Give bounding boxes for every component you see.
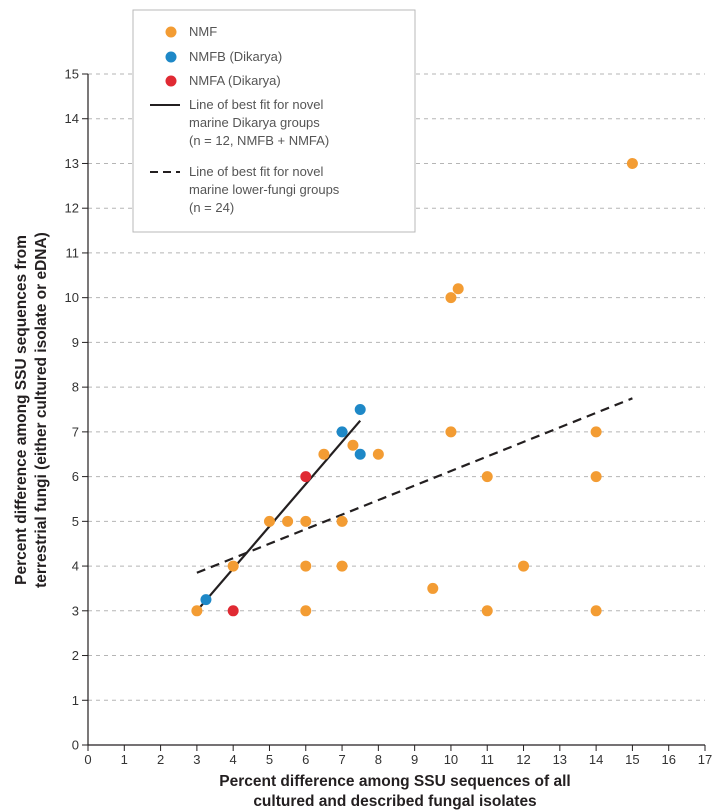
y-tick-label: 5	[72, 514, 79, 529]
point-nmf	[445, 426, 457, 438]
point-nmf	[263, 515, 275, 527]
x-tick-label: 7	[338, 752, 345, 767]
point-nmf	[300, 560, 312, 572]
x-tick-label: 10	[444, 752, 458, 767]
point-nmf	[590, 426, 602, 438]
point-nmf	[336, 515, 348, 527]
x-tick-label: 5	[266, 752, 273, 767]
x-tick-label: 6	[302, 752, 309, 767]
point-nmf	[300, 515, 312, 527]
legend-swatch-nmfa	[165, 75, 177, 87]
x-tick-label: 2	[157, 752, 164, 767]
y-tick-label: 9	[72, 335, 79, 350]
x-tick-label: 16	[661, 752, 675, 767]
y-tick-label: 4	[72, 559, 79, 574]
legend-box	[132, 9, 416, 233]
y-tick-label: 1	[72, 693, 79, 708]
point-nmf	[590, 605, 602, 617]
point-nmfb	[336, 426, 348, 438]
y-tick-label: 3	[72, 603, 79, 618]
x-tick-label: 14	[589, 752, 603, 767]
y-tick-label: 13	[65, 156, 79, 171]
point-nmf	[227, 560, 239, 572]
legend-label-lowerfungi-fit-3: (n = 24)	[189, 200, 234, 215]
point-nmf	[518, 560, 530, 572]
point-nmf	[318, 448, 330, 460]
legend-label-lowerfungi-fit-1: Line of best fit for novel	[189, 164, 324, 179]
point-nmf	[300, 605, 312, 617]
x-tick-label: 17	[698, 752, 712, 767]
point-nmf	[347, 439, 359, 451]
data-points	[191, 157, 638, 617]
y-tick-label: 11	[66, 245, 80, 260]
y-tick-label: 6	[72, 469, 79, 484]
y-tick-label: 12	[65, 201, 79, 216]
legend: NMF NMFB (Dikarya) NMFA (Dikarya) Line o…	[132, 9, 416, 233]
legend-label-nmf: NMF	[189, 24, 217, 39]
point-nmf	[427, 582, 439, 594]
point-nmfb	[200, 594, 212, 606]
x-tick-label: 11	[480, 752, 494, 767]
x-axis-label-line-2: cultured and described fungal isolates	[253, 793, 536, 810]
legend-label-nmfa: NMFA (Dikarya)	[189, 73, 281, 88]
legend-swatch-nmfb	[165, 51, 177, 63]
y-tick-label: 2	[72, 648, 79, 663]
y-tick-label: 8	[72, 380, 79, 395]
x-tick-label: 3	[193, 752, 200, 767]
fit-lines	[196, 397, 633, 612]
axes	[87, 74, 705, 746]
point-nmf	[191, 605, 203, 617]
legend-label-lowerfungi-fit-2: marine lower-fungi groups	[189, 182, 340, 197]
y-axis-label-line-2: terrestrial fungi (either cultured isola…	[33, 232, 50, 588]
point-nmf	[372, 448, 384, 460]
x-axis-label: Percent difference among SSU sequences o…	[219, 773, 570, 810]
x-axis-label-line-1: Percent difference among SSU sequences o…	[219, 773, 570, 790]
y-tick-label: 15	[65, 67, 79, 82]
point-nmf	[481, 471, 493, 483]
y-tick-label: 10	[65, 290, 79, 305]
x-tick-label: 15	[625, 752, 639, 767]
x-tick-label: 1	[121, 752, 128, 767]
point-nmf	[336, 560, 348, 572]
fit-line-dikarya	[196, 419, 362, 612]
point-nmfb	[354, 448, 366, 460]
point-nmf	[626, 157, 638, 169]
legend-label-nmfb: NMFB (Dikarya)	[189, 49, 282, 64]
x-tick-label: 4	[230, 752, 237, 767]
point-nmfb	[354, 404, 366, 415]
point-nmf	[282, 515, 294, 527]
legend-label-dikarya-fit-3: (n = 12, NMFB + NMFA)	[189, 133, 329, 148]
point-nmf	[481, 605, 493, 617]
point-nmf	[452, 283, 464, 295]
legend-swatch-nmf	[165, 26, 177, 38]
x-tick-label: 13	[553, 752, 567, 767]
fit-line-lower-fungi	[196, 397, 633, 574]
y-tick-label: 14	[65, 111, 79, 126]
x-tick-label: 9	[411, 752, 418, 767]
point-nmf	[590, 471, 602, 483]
legend-label-dikarya-fit-2: marine Dikarya groups	[189, 115, 320, 130]
x-tick-label: 8	[375, 752, 382, 767]
point-nmfa	[300, 471, 312, 483]
y-axis-label: Percent difference among SSU sequences f…	[13, 232, 50, 588]
grid-lines	[88, 73, 705, 701]
x-tick-label: 12	[516, 752, 530, 767]
point-nmfa	[227, 605, 239, 617]
y-axis-label-line-1: Percent difference among SSU sequences f…	[13, 235, 30, 585]
y-tick-label: 7	[72, 424, 79, 439]
point-nmf	[445, 292, 457, 304]
x-tick-label: 0	[84, 752, 91, 767]
y-tick-label: 0	[72, 738, 79, 753]
legend-label-dikarya-fit-1: Line of best fit for novel	[189, 97, 324, 112]
